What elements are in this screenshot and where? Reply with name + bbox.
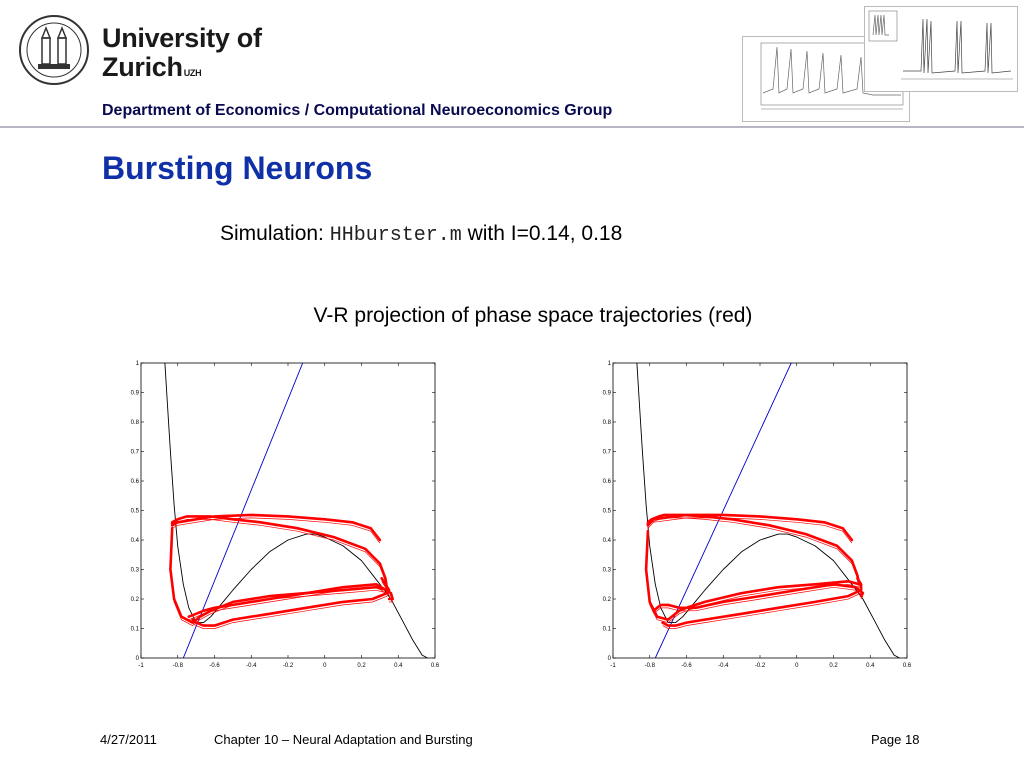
x-tick-label: -0.4 (246, 663, 257, 669)
phase-plot-right: -1 -0.8 -0.6 -0.4 -0.2 0 0.2 0.4 0.6 0 0.1 0.2 0.3 0.… (603, 361, 912, 669)
x-tick-label: -1 (138, 663, 144, 669)
department-name: Department of Economics / Computational … (102, 102, 613, 119)
series-line-4 (187, 583, 395, 619)
series-line-3 (191, 577, 391, 627)
plot-frame (612, 362, 908, 659)
chart-caption: V-R projection of phase space trajectori… (313, 304, 753, 327)
x-tick-label: -0.6 (209, 663, 220, 669)
footer-page-number: Page 18 (871, 732, 920, 747)
x-tick-label: 0 (795, 663, 799, 669)
y-tick-label: 0.4 (131, 538, 140, 544)
y-tick-label: 0.8 (603, 420, 612, 426)
university-suffix: UZH (183, 68, 202, 78)
university-name-line2: Zurich (102, 52, 183, 82)
y-tick-label: 0.5 (603, 509, 612, 515)
x-tick-label: 0.4 (866, 663, 875, 669)
slide-title: Bursting Neurons (102, 150, 373, 186)
x-tick-label: -0.4 (718, 663, 729, 669)
y-tick-label: 1 (608, 361, 612, 367)
x-tick-label: -0.8 (645, 663, 656, 669)
x-tick-label: -0.2 (755, 663, 766, 669)
plot-frame (140, 362, 436, 659)
simulation-suffix: with I=0.14, 0.18 (461, 222, 623, 245)
y-tick-label: 0.1 (603, 627, 612, 633)
series-line-3 (652, 583, 865, 613)
phase-plot-left: -1 -0.8 -0.6 -0.4 -0.2 0 0.2 0.4 0.6 0 0.1 0.2 0.3 0.… (131, 361, 440, 669)
y-tick-label: 0.3 (603, 568, 612, 574)
y-tick-label: 1 (136, 361, 140, 367)
series-line-4-strand (188, 586, 394, 621)
y-tick-label: 0 (136, 656, 140, 662)
y-tick-label: 0.6 (131, 479, 140, 485)
y-tick-label: 0.4 (603, 538, 612, 544)
x-tick-label: -0.2 (283, 663, 294, 669)
series-line-0 (164, 363, 429, 658)
x-tick-label: -0.6 (681, 663, 692, 669)
x-tick-label: 0.2 (829, 663, 838, 669)
x-tick-label: 0 (323, 663, 327, 669)
series-line-2-strand (170, 517, 388, 627)
y-tick-label: 0.2 (131, 597, 140, 603)
series-line-2-strand (645, 517, 860, 623)
x-tick-label: 0.6 (431, 663, 440, 669)
x-tick-label: 0.6 (903, 663, 912, 669)
simulation-code: HHburster.m (329, 224, 462, 247)
footer-date: 4/27/2011 (100, 732, 157, 747)
y-tick-label: 0.7 (603, 450, 612, 456)
header-thumbnail-burst-trace (864, 6, 1018, 92)
y-tick-label: 0 (608, 656, 612, 662)
x-tick-label: -1 (610, 663, 616, 669)
x-tick-label: 0.2 (357, 663, 366, 669)
footer-chapter: Chapter 10 – Neural Adaptation and Burst… (214, 732, 473, 747)
y-tick-label: 0.2 (603, 597, 612, 603)
y-tick-label: 0.5 (131, 509, 140, 515)
simulation-prefix: Simulation: (220, 222, 330, 245)
y-tick-label: 0.1 (131, 627, 140, 633)
series-line-1 (182, 363, 304, 658)
x-tick-label: -0.8 (173, 663, 184, 669)
y-tick-label: 0.9 (131, 391, 140, 397)
simulation-line: Simulation: HHburster.m with I=0.14, 0.1… (220, 222, 622, 247)
y-tick-label: 0.9 (603, 391, 612, 397)
university-name-line1: University of (102, 23, 262, 53)
university-seal-logo (18, 14, 90, 86)
x-tick-label: 0.4 (394, 663, 403, 669)
y-tick-label: 0.6 (603, 479, 612, 485)
y-tick-label: 0.3 (131, 568, 140, 574)
header-divider (0, 126, 1024, 128)
university-name: University of ZurichUZH (102, 24, 262, 82)
series-line-4-strand (662, 581, 862, 629)
y-tick-label: 0.7 (131, 450, 140, 456)
y-tick-label: 0.8 (131, 420, 140, 426)
